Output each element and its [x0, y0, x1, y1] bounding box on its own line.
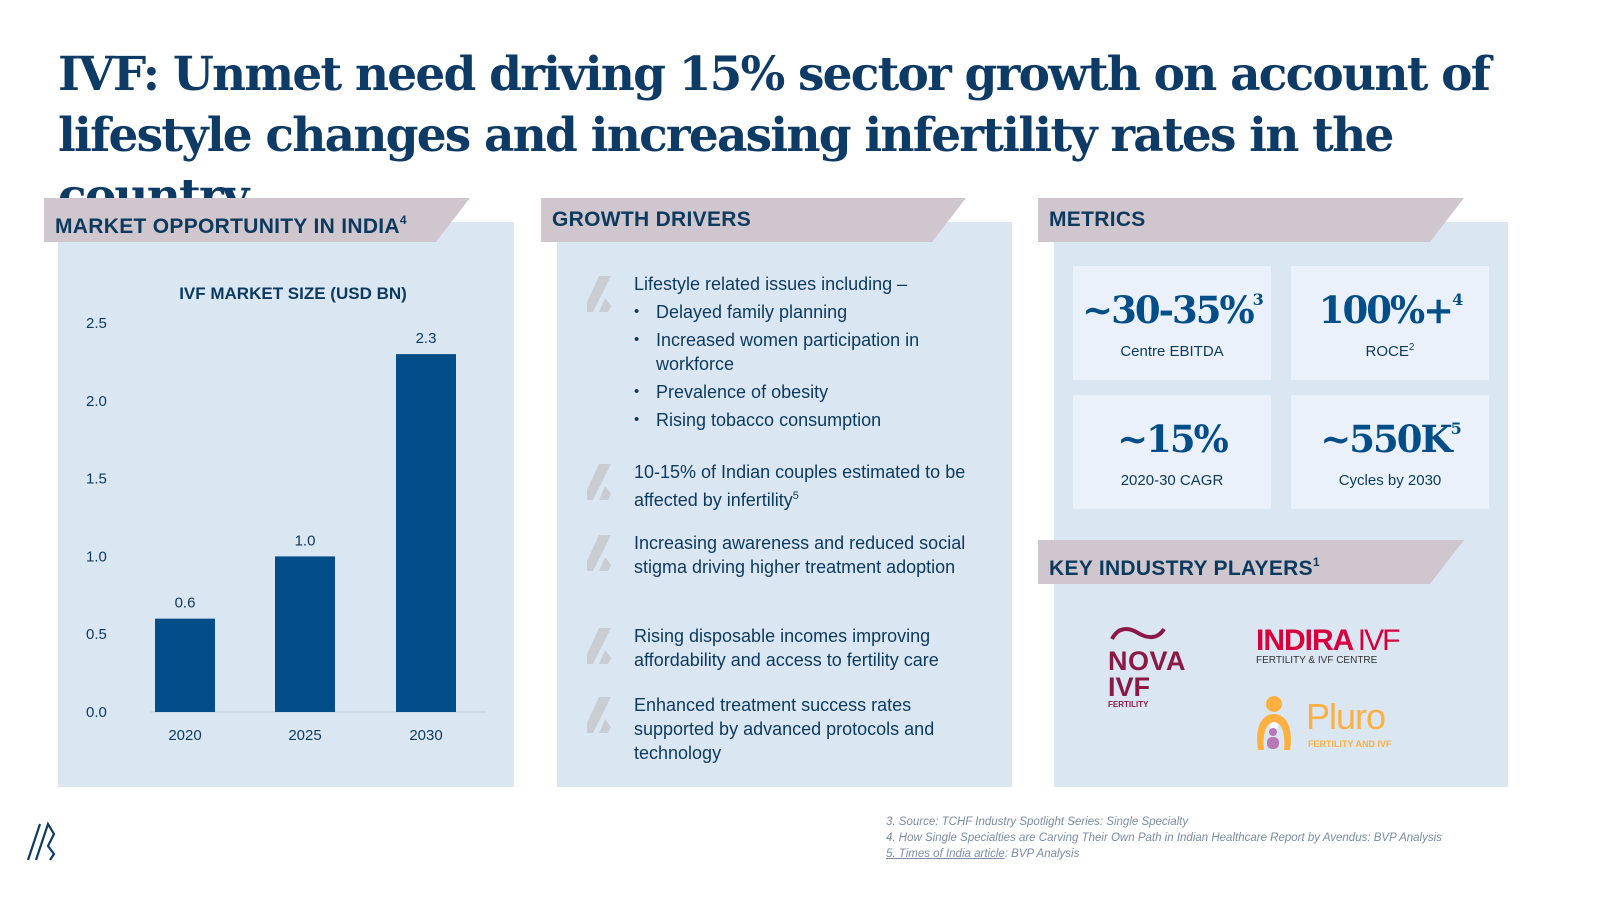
metric-value: ~30-35%3 [1082, 288, 1264, 332]
y-tick-label: 0.5 [86, 626, 107, 643]
metrics-header: METRICS [1038, 198, 1464, 242]
players-header-label: KEY INDUSTRY PLAYERS [1049, 557, 1313, 580]
drivers-header: GROWTH DRIVERS [541, 198, 966, 242]
x-tick-label: 2025 [288, 727, 321, 744]
metric-value: 100%+4 [1318, 288, 1464, 332]
metric-card: ~15% 2020-30 CAGR [1073, 395, 1271, 509]
driver-bullet-icon [585, 533, 613, 571]
bar-2030 [396, 354, 456, 712]
driver-bullet-icon [585, 274, 613, 312]
page-title: IVF: Unmet need driving 15% sector growt… [58, 47, 1491, 224]
pluro-family-icon [1257, 696, 1291, 750]
driver-item: Rising disposable incomes improving affo… [634, 624, 984, 672]
driver-text: Rising disposable incomes improving affo… [634, 626, 939, 670]
chart-title: IVF MARKET SIZE (USD BN) [179, 284, 407, 303]
metric-value: ~550K5 [1320, 417, 1462, 461]
driver-sub-item: Increased women participation in workfor… [634, 328, 944, 376]
y-tick-label: 0.0 [86, 704, 107, 721]
pluro-tag: FERTILITY AND IVF [1308, 739, 1392, 749]
driver-item: Increasing awareness and reduced social … [634, 531, 984, 579]
driver-text: Increasing awareness and reduced social … [634, 533, 966, 577]
pluro-name: Pluro [1306, 696, 1386, 737]
players-header-sup: 1 [1312, 555, 1320, 569]
indira-suffix: IVF [1357, 624, 1401, 657]
indira-ivf-logo: INDIRA IVF FERTILITY & IVF CENTRE [1256, 624, 1401, 666]
indira-tag: FERTILITY & IVF CENTRE [1256, 655, 1378, 666]
data-label: 2.3 [416, 330, 437, 347]
indira-name: INDIRA [1256, 624, 1354, 657]
footnote-3: 3. Source: TCHF Industry Spotlight Serie… [886, 816, 1189, 828]
y-tick-label: 2.0 [86, 393, 107, 410]
driver-sub-item: Prevalence of obesity [634, 380, 944, 404]
driver-text: 10-15% of Indian couples estimated to be… [634, 462, 966, 510]
metric-label: ROCE2 [1365, 342, 1415, 360]
nova-wave-icon [1110, 627, 1166, 641]
metric-label: 2020-30 CAGR [1120, 472, 1224, 489]
metric-card: 100%+4 ROCE2 [1291, 266, 1489, 380]
nova-tag: FERTILITY [1108, 700, 1149, 709]
metric-card: ~30-35%3 Centre EBITDA [1073, 266, 1271, 380]
metric-card: ~550K5 Cycles by 2030 [1291, 395, 1489, 509]
driver-item: 10-15% of Indian couples estimated to be… [634, 460, 984, 512]
driver-item: Enhanced treatment success rates support… [634, 693, 984, 765]
y-tick-label: 2.5 [86, 315, 107, 332]
bar-chart: 0.0 0.5 1.0 1.5 2.0 2.5 0.6 2020 1.0 2025 2.3 2030 [86, 315, 486, 744]
company-logo-icon [26, 821, 56, 861]
nova-ivf-logo: NOVA IVF FERTILITY [1108, 625, 1208, 709]
x-tick-label: 2030 [409, 727, 442, 744]
footnote-4: 4. How Single Specialties are Carving Th… [886, 832, 1442, 844]
driver-bullet-icon [585, 626, 613, 664]
bar-2025 [275, 556, 335, 712]
driver-text: Lifestyle related issues including – [634, 274, 908, 294]
x-tick-label: 2020 [168, 727, 201, 744]
pluro-logo: Pluro FERTILITY AND IVF [1254, 694, 1414, 752]
data-label: 0.6 [175, 595, 196, 612]
driver-sup: 5 [792, 490, 799, 502]
players-header: KEY INDUSTRY PLAYERS1 [1038, 540, 1464, 584]
bar-2020 [155, 618, 215, 712]
footnotes: 3. Source: TCHF Industry Spotlight Serie… [886, 814, 1442, 862]
driver-bullet-icon [585, 462, 613, 500]
driver-item: Lifestyle related issues including – Dela… [634, 272, 984, 432]
y-tick-label: 1.0 [86, 548, 107, 565]
driver-sub-item: Rising tobacco consumption [634, 408, 944, 432]
market-header: MARKET OPPORTUNITY IN INDIA4 [44, 198, 470, 242]
y-tick-label: 1.5 [86, 471, 107, 488]
driver-text: Enhanced treatment success rates support… [634, 695, 935, 763]
footnote-5-rest: : BVP Analysis [1004, 848, 1080, 860]
nova-sub: IVF [1108, 672, 1151, 702]
metric-value: ~15% [1117, 417, 1229, 461]
data-label: 1.0 [295, 532, 316, 549]
metric-label: Cycles by 2030 [1338, 472, 1442, 489]
market-header-sup: 4 [399, 213, 407, 227]
metric-label: Centre EBITDA [1120, 343, 1224, 360]
times-of-india-link[interactable]: 5. Times of India article [886, 848, 1005, 860]
driver-bullet-icon [585, 695, 613, 733]
driver-sub-item: Delayed family planning [634, 300, 944, 324]
market-header-label: MARKET OPPORTUNITY IN INDIA [55, 215, 400, 238]
nova-name: NOVA [1108, 646, 1187, 676]
footnote-5: 5. Times of India article: BVP Analysis [886, 846, 1442, 862]
